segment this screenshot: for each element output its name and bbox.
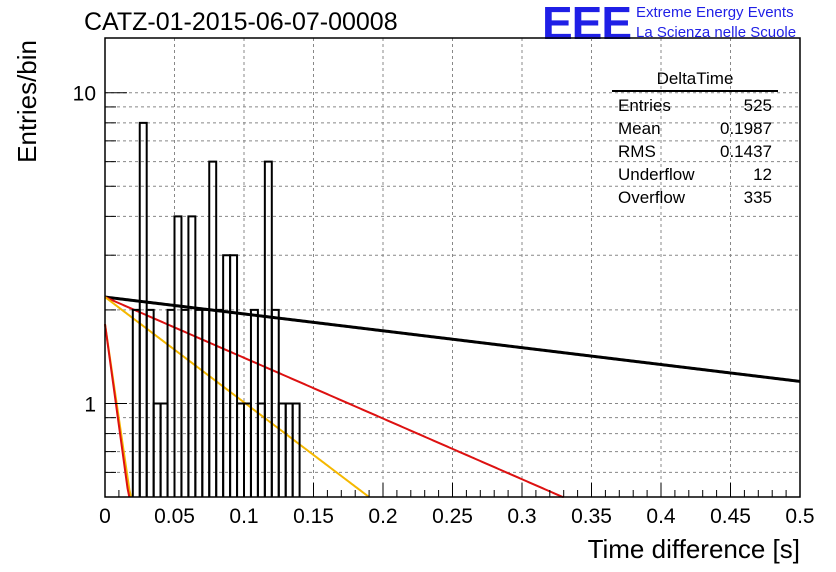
logo-line1: Extreme Energy Events: [636, 4, 794, 21]
fit-curve-black: [104, 295, 801, 383]
logo-line2: La Scienza nelle Scuole: [636, 24, 797, 41]
histogram-bin: [187, 215, 197, 497]
stats-value: 12: [753, 165, 772, 184]
chart-title: CATZ-01-2015-06-07-00008: [84, 8, 398, 36]
x-tick-label: 0.4: [646, 505, 676, 528]
stats-row-rms: RMS 0.1437: [612, 140, 778, 163]
grid-layer: [105, 38, 800, 497]
x-tick-label: 0.15: [293, 505, 334, 528]
x-tick-label: 0.25: [432, 505, 473, 528]
stats-label: Mean: [618, 119, 661, 138]
x-tick-label: 0.2: [368, 505, 397, 528]
x-tick-label: 0.5: [785, 505, 814, 528]
stats-label: Overflow: [618, 188, 686, 207]
stats-row-underflow: Underflow 12: [612, 163, 778, 186]
histogram-bin: [173, 215, 183, 497]
stats-label: Underflow: [618, 165, 695, 184]
histogram-layer: [131, 121, 301, 497]
histogram-bin: [222, 254, 232, 497]
histogram-bin: [229, 254, 239, 497]
stats-row-entries: Entries 525: [612, 94, 778, 117]
x-tick-label: 0.05: [154, 505, 195, 528]
x-tick-label: 0.35: [571, 505, 612, 528]
histogram-bin: [263, 160, 273, 497]
stats-box: DeltaTime Entries 525 Mean 0.1987 RMS 0.…: [612, 68, 778, 209]
stats-value: 335: [743, 188, 772, 207]
stats-value: 0.1437: [720, 142, 772, 161]
stats-value: 525: [743, 96, 772, 115]
stats-value: 0.1987: [720, 119, 772, 138]
axis-tick-labels: 0 0.05 0.1 0.15 0.2 0.25 0.3 0.35 0.4 0.45 0.5 1 10: [73, 83, 815, 528]
fit-curve-red: [104, 323, 131, 498]
axis-ticks: [104, 92, 801, 497]
y-tick-label: 1: [84, 393, 96, 416]
stats-title: DeltaTime: [612, 68, 778, 92]
x-axis-label: Time difference [s]: [588, 534, 800, 564]
stats-label: RMS: [618, 142, 656, 161]
histogram-bin: [291, 402, 301, 497]
x-tick-label: 0.3: [507, 505, 536, 528]
stats-label: Entries: [618, 96, 671, 115]
x-tick-label: 0: [99, 505, 111, 528]
stats-row-mean: Mean 0.1987: [612, 117, 778, 140]
x-tick-label: 0.45: [710, 505, 751, 528]
eee-logo: EEE Extreme Energy Events La Scienza nel…: [542, 0, 832, 46]
histogram-bin: [208, 160, 218, 497]
stats-row-overflow: Overflow 335: [612, 186, 778, 209]
y-axis-label: Entries/bin: [12, 40, 42, 163]
x-tick-label: 0.1: [229, 505, 258, 528]
y-tick-label: 10: [73, 83, 96, 106]
